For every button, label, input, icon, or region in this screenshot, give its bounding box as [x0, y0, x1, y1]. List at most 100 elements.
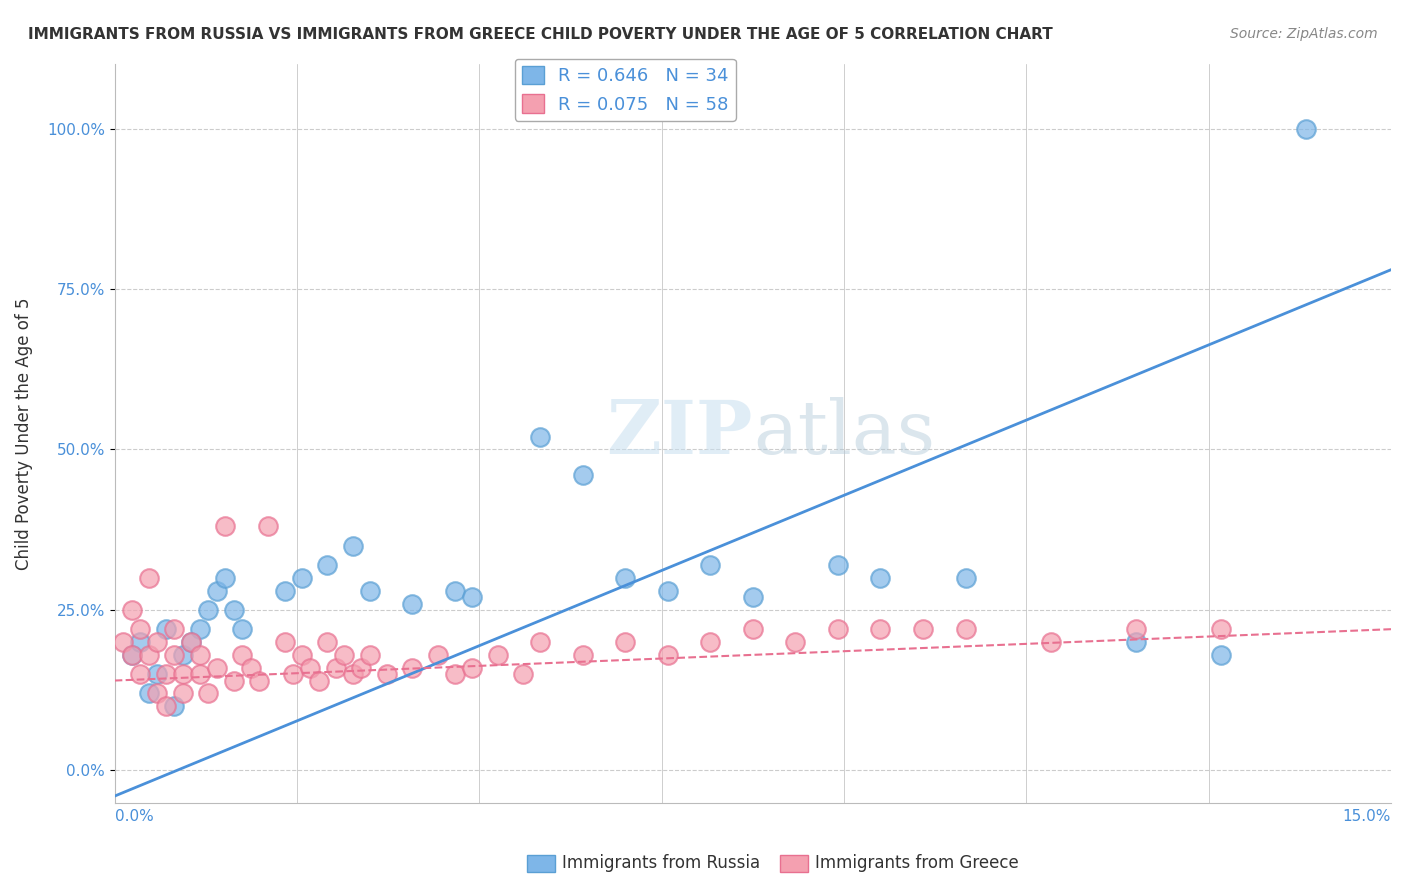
Point	[571, 468, 593, 483]
Point	[121, 603, 143, 617]
Point	[214, 571, 236, 585]
Point	[129, 667, 152, 681]
Legend: R = 0.646   N = 34, R = 0.075   N = 58: R = 0.646 N = 34, R = 0.075 N = 58	[515, 59, 735, 120]
Point	[222, 603, 245, 617]
Text: 15.0%: 15.0%	[1343, 809, 1391, 824]
Point	[138, 686, 160, 700]
Point	[657, 648, 679, 662]
Point	[222, 673, 245, 688]
Point	[444, 667, 467, 681]
Point	[138, 648, 160, 662]
Point	[155, 667, 177, 681]
Point	[827, 558, 849, 572]
Text: atlas: atlas	[752, 397, 935, 470]
Point	[1125, 635, 1147, 649]
Point	[486, 648, 509, 662]
Point	[163, 648, 186, 662]
Point	[342, 539, 364, 553]
Point	[214, 519, 236, 533]
Point	[172, 648, 194, 662]
Point	[444, 583, 467, 598]
Point	[955, 571, 977, 585]
Point	[529, 635, 551, 649]
Point	[1039, 635, 1062, 649]
Point	[180, 635, 202, 649]
Point	[316, 635, 339, 649]
Text: Source: ZipAtlas.com: Source: ZipAtlas.com	[1230, 27, 1378, 41]
Y-axis label: Child Poverty Under the Age of 5: Child Poverty Under the Age of 5	[15, 297, 32, 570]
Point	[699, 558, 721, 572]
Point	[138, 571, 160, 585]
Point	[188, 648, 211, 662]
Point	[350, 661, 373, 675]
Point	[291, 571, 314, 585]
Point	[129, 622, 152, 636]
Point	[461, 661, 484, 675]
Point	[571, 648, 593, 662]
Point	[121, 648, 143, 662]
Point	[911, 622, 934, 636]
Point	[146, 635, 169, 649]
Point	[299, 661, 322, 675]
Point	[205, 661, 228, 675]
Text: Immigrants from Russia: Immigrants from Russia	[562, 855, 761, 872]
Point	[325, 661, 347, 675]
Point	[401, 661, 423, 675]
Point	[274, 635, 297, 649]
Point	[155, 622, 177, 636]
Point	[163, 699, 186, 714]
Point	[401, 597, 423, 611]
Point	[172, 686, 194, 700]
Point	[614, 571, 637, 585]
Point	[283, 667, 305, 681]
Point	[827, 622, 849, 636]
Point	[155, 699, 177, 714]
Point	[291, 648, 314, 662]
Point	[316, 558, 339, 572]
Point	[342, 667, 364, 681]
Point	[1295, 121, 1317, 136]
Point	[426, 648, 449, 662]
Point	[359, 583, 381, 598]
Point	[955, 622, 977, 636]
Point	[274, 583, 297, 598]
Point	[512, 667, 534, 681]
Point	[785, 635, 807, 649]
Point	[359, 648, 381, 662]
Point	[163, 622, 186, 636]
Point	[129, 635, 152, 649]
Point	[1125, 622, 1147, 636]
Point	[741, 590, 763, 604]
Text: 0.0%: 0.0%	[115, 809, 153, 824]
Text: ZIP: ZIP	[606, 397, 752, 470]
Point	[461, 590, 484, 604]
Point	[121, 648, 143, 662]
Point	[146, 667, 169, 681]
Point	[869, 571, 891, 585]
Point	[657, 583, 679, 598]
Point	[741, 622, 763, 636]
Point	[614, 635, 637, 649]
Point	[375, 667, 398, 681]
Point	[529, 429, 551, 443]
Point	[247, 673, 270, 688]
Point	[188, 622, 211, 636]
Point	[1209, 648, 1232, 662]
Point	[308, 673, 330, 688]
Point	[205, 583, 228, 598]
Point	[112, 635, 135, 649]
Point	[1209, 622, 1232, 636]
Point	[197, 603, 219, 617]
Point	[869, 622, 891, 636]
Point	[231, 648, 253, 662]
Point	[239, 661, 262, 675]
Point	[231, 622, 253, 636]
Point	[256, 519, 278, 533]
Point	[146, 686, 169, 700]
Point	[188, 667, 211, 681]
Point	[699, 635, 721, 649]
Point	[333, 648, 356, 662]
Text: Immigrants from Greece: Immigrants from Greece	[815, 855, 1019, 872]
Point	[197, 686, 219, 700]
Point	[172, 667, 194, 681]
